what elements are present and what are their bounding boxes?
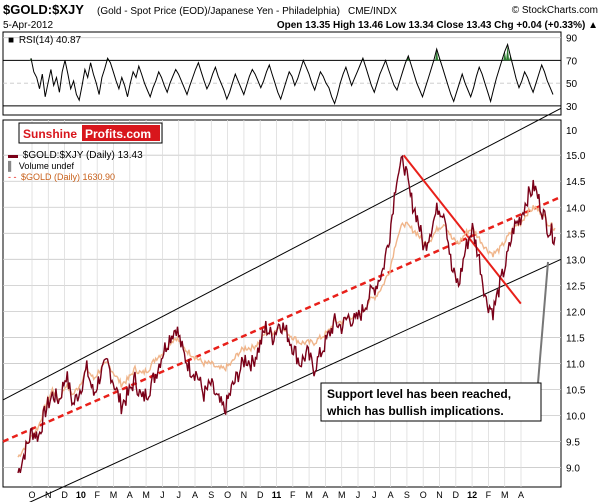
- right-axis-label-top: 10: [566, 126, 578, 137]
- main-y-tick-label: 11.5: [566, 333, 585, 344]
- main-y-tick-label: 12.0: [566, 307, 586, 318]
- legend-gold-label: $GOLD (Daily) 1630.90: [21, 172, 115, 182]
- annotation-box: [320, 382, 542, 422]
- annotation-line-1: Support level has been reached,: [327, 387, 511, 401]
- main-x-tick-label: 11: [272, 490, 282, 500]
- rsi-legend-label: RSI(14) 40.87: [19, 35, 82, 46]
- main-x-tick-label: J: [356, 490, 361, 500]
- downtrend-line: [402, 154, 522, 305]
- symbol-title: $GOLD:$XJY: [3, 2, 84, 17]
- main-y-tick-label: 9.0: [566, 464, 580, 475]
- main-y-tick-label: 12.5: [566, 281, 586, 292]
- legend-volume-marker: ▌: [8, 160, 14, 172]
- exchange-label: CME/INDX: [348, 6, 397, 17]
- main-x-tick-label: M: [305, 490, 313, 500]
- main-x-tick-label: N: [436, 490, 443, 500]
- annotation-pointer: [537, 261, 549, 384]
- main-y-tick-label: 14.5: [566, 177, 586, 188]
- rsi-tick-label: 90: [566, 34, 578, 45]
- main-x-tick-label: S: [208, 490, 214, 500]
- main-x-tick-label: M: [142, 490, 150, 500]
- main-x-tick-label: A: [388, 490, 394, 500]
- main-x-tick-label: J: [176, 490, 181, 500]
- rsi-legend: ■ RSI(14) 40.87: [8, 35, 82, 46]
- ohlc-summary: Open 13.35 High 13.46 Low 13.34 Close 13…: [277, 20, 598, 31]
- channel-bottom-line: [29, 258, 562, 502]
- rsi-tick-label: 70: [566, 56, 578, 67]
- main-x-tick-label: N: [241, 490, 248, 500]
- legend-gold: - - $GOLD (Daily) 1630.90: [8, 172, 115, 182]
- main-y-tick-labels: 9.0 9.5 10.0 10.5 11.0 11.5 12.0 12.5 13.0 13.5 14…: [566, 151, 586, 474]
- legend-symbol-label: $GOLD:$XJY (Daily) 13.43: [23, 150, 143, 161]
- main-y-tick-label: 13.0: [566, 255, 586, 266]
- main-x-tick-label: 10: [76, 490, 86, 500]
- main-legend: ▬ $GOLD:$XJY (Daily) 13.43 ▌ Volume unde…: [8, 150, 143, 182]
- main-y-tick-label: 9.5: [566, 438, 580, 449]
- series-price-line: [17, 154, 556, 474]
- rsi-tick-label: 50: [566, 79, 578, 90]
- main-y-tick-label: 15.0: [566, 151, 586, 162]
- legend-volume: ▌ Volume undef: [8, 160, 74, 172]
- main-x-tick-label: F: [94, 490, 100, 500]
- main-x-tick-label: O: [28, 490, 35, 500]
- legend-symbol-marker: ▬: [8, 150, 18, 161]
- legend-gold-marker: - -: [8, 172, 17, 182]
- channel-mid-dashed-line: [2, 195, 562, 443]
- main-x-tick-label: D: [61, 490, 68, 500]
- main-x-tick-label: 12: [467, 490, 477, 500]
- main-x-tick-label: M: [338, 490, 346, 500]
- legend-symbol: ▬ $GOLD:$XJY (Daily) 13.43: [8, 150, 143, 161]
- main-x-tick-label: M: [501, 490, 509, 500]
- symbol-description: (Gold - Spot Price (EOD)/Japanese Yen - …: [97, 6, 340, 17]
- main-x-tick-label: J: [372, 490, 377, 500]
- rsi-tick-labels: 90 70 50 30: [566, 34, 578, 113]
- main-x-tick-label: A: [192, 490, 198, 500]
- logo-part1-bg: [21, 125, 81, 141]
- main-y-tick-label: 10.5: [566, 385, 586, 396]
- rsi-legend-marker: ■: [8, 35, 14, 46]
- main-x-tick-label: J: [160, 490, 165, 500]
- rsi-tick-label: 30: [566, 102, 578, 113]
- logo-part1: Sunshine: [23, 127, 77, 141]
- main-y-tick-label: 13.5: [566, 229, 586, 240]
- rsi-panel: [2, 31, 562, 116]
- main-x-tick-label: A: [127, 490, 133, 500]
- main-x-tick-labels: O N D 10 F M A M J J A S O N D 11 F M A M J J A S O N D 12 F M A: [28, 490, 524, 500]
- annotation-line-2: which has bullish implications.: [326, 404, 504, 418]
- main-x-tick-label: D: [453, 490, 460, 500]
- main-x-tick-label: O: [224, 490, 231, 500]
- main-x-tick-label: F: [486, 490, 492, 500]
- logo-part2-bg: [82, 125, 160, 141]
- rsi-line: [30, 42, 554, 106]
- brand-label: © StockCharts.com: [512, 5, 598, 16]
- main-x-tick-label: S: [404, 490, 410, 500]
- main-y-tick-label: 10.0: [566, 412, 586, 423]
- main-y-tick-label: 11.0: [566, 359, 585, 370]
- logo-part2: Profits.com: [85, 127, 151, 141]
- main-x-tick-label: M: [110, 490, 118, 500]
- main-x-tick-label: F: [290, 490, 296, 500]
- date-label: 5-Apr-2012: [3, 20, 53, 31]
- main-x-tick-label: O: [420, 490, 427, 500]
- channel-top-line: [2, 107, 562, 401]
- main-x-tick-label: A: [518, 490, 524, 500]
- main-x-tick-label: D: [257, 490, 264, 500]
- main-y-tick-label: 14.0: [566, 203, 586, 214]
- sunshine-profits-logo: Sunshine Profits.com: [18, 122, 163, 144]
- legend-volume-label: Volume undef: [19, 161, 75, 171]
- main-x-tick-label: A: [322, 490, 328, 500]
- main-x-tick-label: N: [45, 490, 52, 500]
